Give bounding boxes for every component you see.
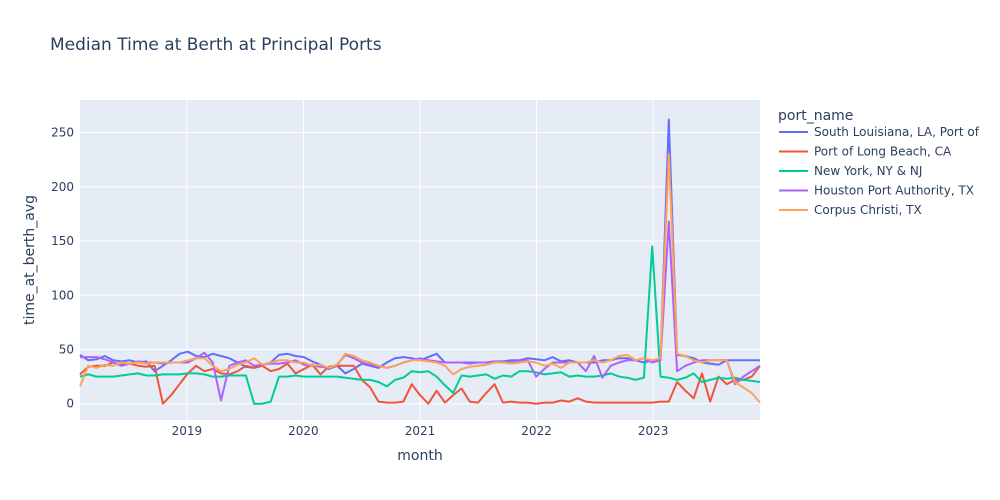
y-tick-label: 100 — [51, 288, 74, 302]
chart-title: Median Time at Berth at Principal Ports — [50, 35, 382, 55]
x-tick-label: 2023 — [638, 424, 669, 438]
x-tick-label: 2022 — [521, 424, 552, 438]
x-tick-label: 2021 — [405, 424, 436, 438]
legend: port_name South Louisiana, LA, Port of Po… — [778, 108, 980, 217]
series-line-5 — [79, 153, 761, 404]
y-tick-label: 150 — [51, 234, 74, 248]
y-axis-ticks: 0 50 100 150 200 250 — [51, 126, 74, 411]
legend-entry: South Louisiana, LA, Port of — [814, 125, 980, 139]
x-tick-label: 2020 — [288, 424, 319, 438]
legend-title: port_name — [778, 108, 853, 124]
legend-entry: Houston Port Authority, TX — [814, 184, 974, 198]
y-tick-label: 200 — [51, 180, 74, 194]
legend-entry: New York, NY & NJ — [814, 164, 922, 178]
y-tick-label: 250 — [51, 126, 74, 140]
y-tick-label: 50 — [59, 342, 74, 356]
y-axis-title: time_at_berth_avg — [22, 195, 38, 325]
x-tick-label: 2019 — [172, 424, 203, 438]
series-lines — [79, 118, 761, 405]
y-tick-label: 0 — [66, 397, 74, 411]
series-line-3 — [79, 245, 761, 405]
legend-entry: Port of Long Beach, CA — [814, 145, 952, 159]
series-line-2 — [79, 361, 761, 405]
x-axis-title: month — [397, 448, 442, 464]
x-axis-ticks: 2019 2020 2021 2022 2023 — [172, 424, 669, 438]
legend-entry: Corpus Christi, TX — [814, 203, 922, 217]
